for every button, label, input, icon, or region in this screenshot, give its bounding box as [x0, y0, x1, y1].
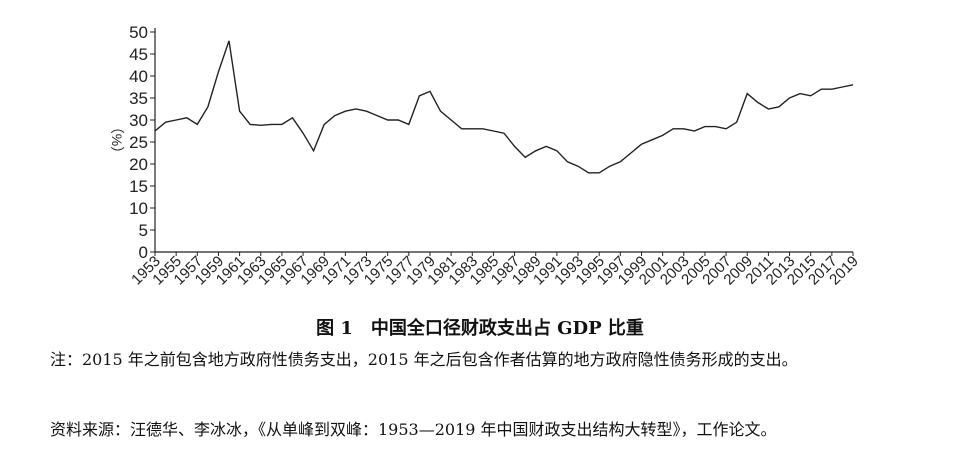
- data-line: [154, 40, 854, 174]
- y-tick-label: 50: [129, 23, 148, 42]
- y-tick-label: 30: [129, 111, 148, 130]
- y-tick-label: 35: [129, 89, 148, 108]
- y-tick-label: 40: [129, 67, 148, 86]
- y-tick-label: 25: [129, 133, 148, 152]
- source: 资料来源：汪德华、李冰冰，《从单峰到双峰：1953—2019 年中国财政支出结构…: [50, 420, 777, 439]
- chart: 0510152025303540455019531955195719591961…: [109, 23, 862, 288]
- y-tick-label: 0: [139, 243, 148, 262]
- y-tick-label: 15: [129, 177, 148, 196]
- note: 注：2015 年之前包含地方政府性债务支出，2015 年之后包含作者估算的地方政…: [50, 350, 798, 369]
- y-tick-label: 5: [139, 221, 148, 240]
- y-tick-label: 45: [129, 45, 148, 64]
- caption: 图 1 中国全口径财政支出占 GDP 比重: [316, 318, 644, 339]
- y-tick-label: 20: [129, 155, 148, 174]
- y-tick-label: 10: [129, 199, 148, 218]
- y-axis-label: （%）: [109, 120, 125, 160]
